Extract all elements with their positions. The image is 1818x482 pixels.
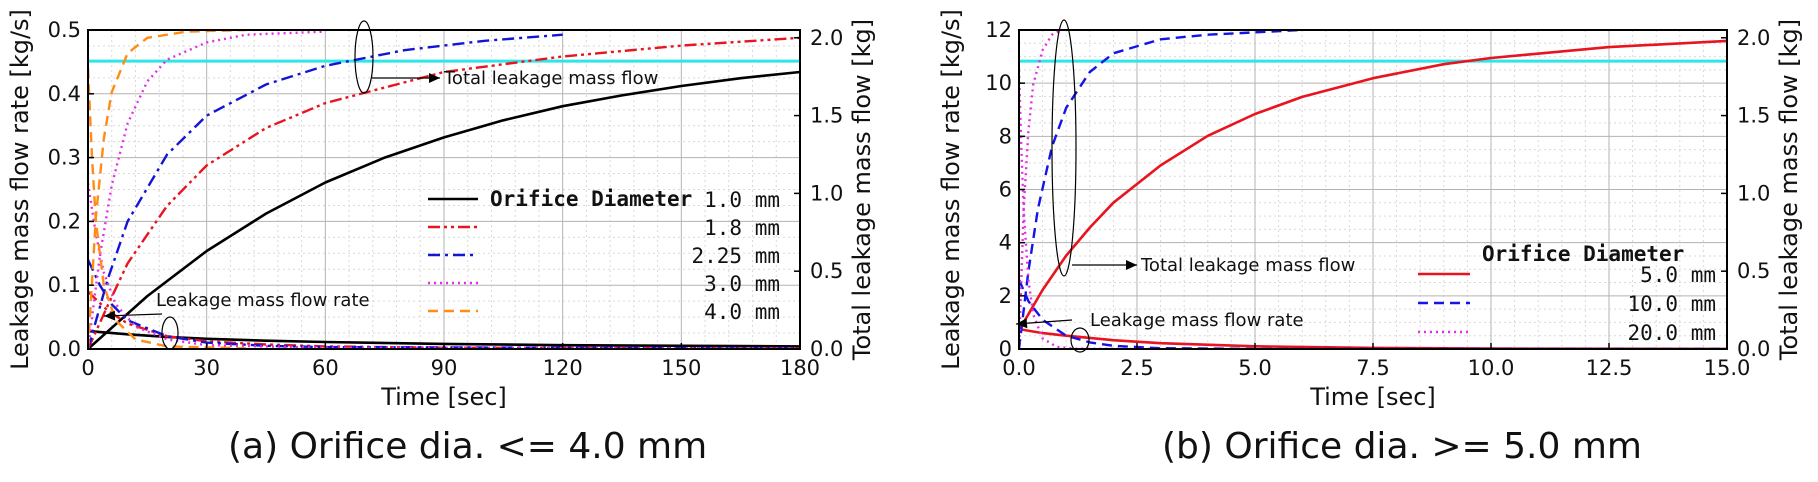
x-tick-label: 120 xyxy=(543,356,583,380)
y2-tick-label: 2.0 xyxy=(810,26,843,50)
legend-label: 2.25 mm xyxy=(691,244,780,268)
y2-tick-label: 1.5 xyxy=(810,104,843,128)
y2-tick-label: 2.0 xyxy=(1737,26,1770,50)
total-annotation-label: Total leakage mass flow xyxy=(1140,255,1355,276)
series-total-1_8 xyxy=(88,36,800,349)
series-rate-3_0 xyxy=(88,182,800,349)
y2-axis-label: Total leakage mass flow [kg] xyxy=(848,19,876,361)
legend-label: 1.0 mm xyxy=(704,188,780,212)
y-tick-label: 0.0 xyxy=(48,337,81,361)
y-tick-label: 12 xyxy=(985,18,1012,42)
rate-annotation-ellipse xyxy=(1070,327,1090,353)
y2-tick-label: 1.0 xyxy=(1737,181,1770,205)
total-annotation-ellipse xyxy=(1051,19,1077,277)
series-rate-2_25 xyxy=(88,259,800,349)
legend: Orifice Diameter 1.0 mm 1.8 mm 2.25 mm 3.0 m… xyxy=(428,187,780,324)
x-tick-label: 30 xyxy=(193,356,220,380)
legend-title: Orifice Diameter xyxy=(490,187,692,211)
legend-label: 1.8 mm xyxy=(704,216,780,240)
series-rate-4_0 xyxy=(88,68,247,349)
plot-area xyxy=(88,30,800,349)
caption-panel-b: (b) Orifice dia. >= 5.0 mm xyxy=(1162,426,1642,467)
y-tick-label: 0 xyxy=(999,337,1012,361)
rate-annotation-ellipse xyxy=(161,316,179,350)
x-tick-label: 90 xyxy=(431,356,458,380)
y2-tick-label: 0.0 xyxy=(1737,337,1770,361)
y2-tick-label: 1.0 xyxy=(810,181,843,205)
series-total-2_25 xyxy=(88,33,563,349)
legend-title: Orifice Diameter xyxy=(1482,242,1684,266)
x-tick-label: 60 xyxy=(312,356,339,380)
series-total-5_0 xyxy=(1019,39,1727,331)
legend-label: 3.0 mm xyxy=(704,272,780,296)
x-tick-label: 7.5 xyxy=(1356,356,1389,380)
y-tick-label: 6 xyxy=(999,178,1012,202)
y-tick-label: 0.4 xyxy=(48,82,81,106)
legend-label: 4.0 mm xyxy=(704,300,780,324)
rate-annotation-label: Leakage mass flow rate xyxy=(1090,310,1304,331)
x-tick-label: 12.5 xyxy=(1586,356,1633,380)
y2-tick-label: 0.5 xyxy=(810,259,843,283)
x-tick-label: 0.0 xyxy=(1002,356,1035,380)
x-tick-label: 10.0 xyxy=(1468,356,1515,380)
y2-tick-label: 0.5 xyxy=(1737,259,1770,283)
y2-tick-label: 0.0 xyxy=(810,337,843,361)
chart-panel-b: 0.0 2.5 5.0 7.5 10.0 12.5 15.0 0 2 4 6 8 10 12 0.0 0.5 1… xyxy=(937,9,1803,411)
rate-annotation-label: Leakage mass flow rate xyxy=(156,290,370,311)
y2-tick-label: 1.5 xyxy=(1737,104,1770,128)
arrow-head xyxy=(104,310,116,321)
x-tick-label: 5.0 xyxy=(1238,356,1271,380)
y-axis-label: Leakage mass flow rate [kg/s] xyxy=(937,9,965,370)
series-total-20_0 xyxy=(1019,30,1063,349)
y-tick-label: 0.3 xyxy=(48,146,81,170)
legend-label: 20.0 mm xyxy=(1627,321,1716,345)
y-tick-label: 2 xyxy=(999,284,1012,308)
x-tick-label: 0 xyxy=(81,356,94,380)
y-tick-label: 4 xyxy=(999,231,1012,255)
series-rate-1_0 xyxy=(88,329,800,348)
x-axis-label: Time [sec] xyxy=(380,383,507,411)
arrow-head xyxy=(429,73,440,83)
y-tick-label: 8 xyxy=(999,124,1012,148)
total-annotation-label: Total leakage mass flow xyxy=(443,68,658,89)
x-tick-label: 15.0 xyxy=(1704,356,1751,380)
series-total-10_0 xyxy=(1019,30,1303,349)
legend-label: 10.0 mm xyxy=(1627,292,1716,316)
series-total-4_0 xyxy=(88,30,247,349)
y-tick-label: 0.2 xyxy=(48,209,81,233)
arrow-head xyxy=(1126,260,1137,270)
x-axis-label: Time [sec] xyxy=(1309,383,1436,411)
caption-panel-a: (a) Orifice dia. <= 4.0 mm xyxy=(228,426,708,467)
legend-label: 5.0 mm xyxy=(1640,263,1716,287)
y-tick-label: 0.5 xyxy=(48,18,81,42)
arrow-head xyxy=(1016,318,1028,329)
y-axis-label: Leakage mass flow rate [kg/s] xyxy=(6,9,34,370)
x-tick-label: 2.5 xyxy=(1120,356,1153,380)
x-tick-label: 180 xyxy=(780,356,820,380)
x-tick-label: 150 xyxy=(661,356,701,380)
series-total-1_0 xyxy=(88,70,800,349)
y-tick-label: 10 xyxy=(985,71,1012,95)
y2-axis-label: Total leakage mass flow [kg] xyxy=(1775,19,1803,361)
y-tick-label: 0.1 xyxy=(48,273,81,297)
total-annotation-ellipse xyxy=(354,20,374,94)
chart-panel-a: 0 30 60 90 120 150 1800.00.10.20.30.40.50.00.5… xyxy=(6,9,876,411)
